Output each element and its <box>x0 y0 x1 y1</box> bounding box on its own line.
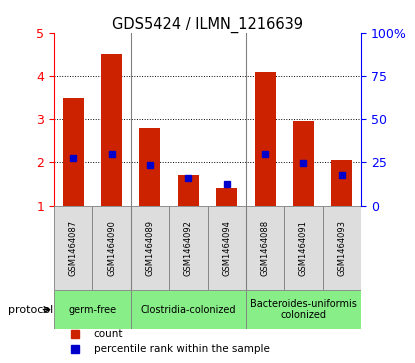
Bar <box>293 121 314 206</box>
Bar <box>323 206 361 290</box>
Text: GSM1464088: GSM1464088 <box>261 220 270 276</box>
Text: GSM1464087: GSM1464087 <box>68 220 78 276</box>
Text: GSM1464089: GSM1464089 <box>145 220 154 276</box>
Bar <box>254 72 276 206</box>
Bar <box>131 290 246 329</box>
Bar <box>284 206 323 290</box>
Text: percentile rank within the sample: percentile rank within the sample <box>94 344 270 354</box>
Bar <box>139 128 161 206</box>
Bar <box>246 206 284 290</box>
Bar <box>93 206 131 290</box>
Bar <box>54 290 131 329</box>
Text: GSM1464094: GSM1464094 <box>222 220 231 276</box>
Text: GSM1464092: GSM1464092 <box>184 220 193 276</box>
Text: Bacteroides-uniformis
colonized: Bacteroides-uniformis colonized <box>250 299 357 321</box>
Bar <box>54 206 92 290</box>
Bar <box>331 160 352 206</box>
Bar <box>208 206 246 290</box>
Bar <box>101 54 122 206</box>
Text: germ-free: germ-free <box>68 305 116 315</box>
Bar <box>246 290 361 329</box>
Text: Clostridia-colonized: Clostridia-colonized <box>141 305 236 315</box>
Bar <box>63 98 84 206</box>
Bar <box>169 206 208 290</box>
Text: GSM1464091: GSM1464091 <box>299 220 308 276</box>
Text: count: count <box>94 329 123 339</box>
Text: GSM1464090: GSM1464090 <box>107 220 116 276</box>
Bar <box>131 206 169 290</box>
Title: GDS5424 / ILMN_1216639: GDS5424 / ILMN_1216639 <box>112 16 303 33</box>
Text: protocol: protocol <box>8 305 53 315</box>
Bar <box>216 188 237 206</box>
Text: GSM1464093: GSM1464093 <box>337 220 347 276</box>
Bar <box>178 175 199 206</box>
